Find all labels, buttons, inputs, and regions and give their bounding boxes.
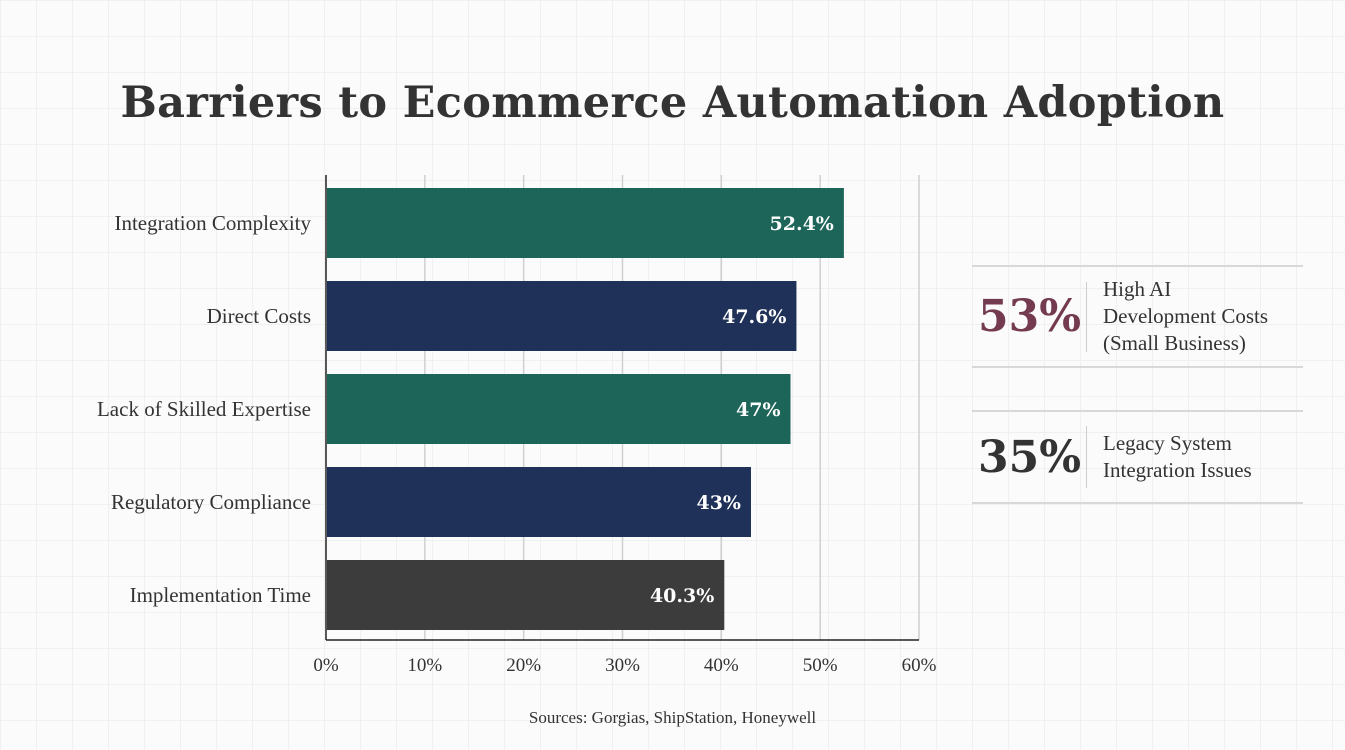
bar bbox=[327, 374, 791, 444]
callout-value: 53% bbox=[978, 291, 1082, 342]
callouts: 53% High AI Development Costs (Small Bus… bbox=[972, 265, 1303, 504]
bar bbox=[327, 560, 725, 630]
bar bbox=[327, 467, 751, 537]
category-label: Direct Costs bbox=[207, 304, 311, 328]
callout-legacy: 35% Legacy System Integration Issues bbox=[972, 410, 1303, 504]
x-tick-label: 30% bbox=[605, 655, 640, 676]
category-label: Regulatory Compliance bbox=[111, 490, 311, 514]
callout-label-line: (Small Business) bbox=[1103, 331, 1246, 355]
x-tick-label: 50% bbox=[803, 655, 838, 676]
x-tick-label: 60% bbox=[902, 655, 937, 676]
callout-label-line: High AI bbox=[1103, 277, 1172, 301]
x-tick-label: 20% bbox=[506, 655, 541, 676]
divider bbox=[1086, 281, 1087, 352]
category-label: Implementation Time bbox=[130, 583, 311, 607]
sources-note: Sources: Gorgias, ShipStation, Honeywell bbox=[528, 708, 817, 727]
chart-title: Barriers to Ecommerce Automation Adoptio… bbox=[120, 78, 1225, 128]
bar-data-label: 47% bbox=[736, 399, 781, 421]
callout-value: 35% bbox=[978, 431, 1082, 483]
callout-label-line: Legacy System bbox=[1103, 431, 1232, 455]
category-label: Integration Complexity bbox=[114, 211, 311, 235]
bar-data-label: 43% bbox=[696, 492, 741, 514]
bar-data-label: 47.6% bbox=[722, 306, 786, 328]
callout-label-line: Integration Issues bbox=[1103, 458, 1252, 482]
category-label: Lack of Skilled Expertise bbox=[97, 397, 311, 421]
bar-data-label: 52.4% bbox=[770, 213, 834, 235]
callout-label: Legacy System Integration Issues bbox=[1103, 430, 1252, 484]
bar-data-label: 40.3% bbox=[650, 585, 714, 607]
bar bbox=[327, 188, 844, 258]
x-tick-label: 40% bbox=[704, 655, 739, 676]
x-tick-label: 10% bbox=[407, 655, 442, 676]
callout-label-line: Development Costs bbox=[1103, 304, 1269, 328]
divider bbox=[1086, 426, 1087, 488]
callout-label: High AI Development Costs (Small Busines… bbox=[1103, 276, 1268, 357]
bar bbox=[327, 281, 797, 351]
callout-ai-costs: 53% High AI Development Costs (Small Bus… bbox=[972, 265, 1303, 368]
x-tick-label: 0% bbox=[313, 655, 339, 676]
